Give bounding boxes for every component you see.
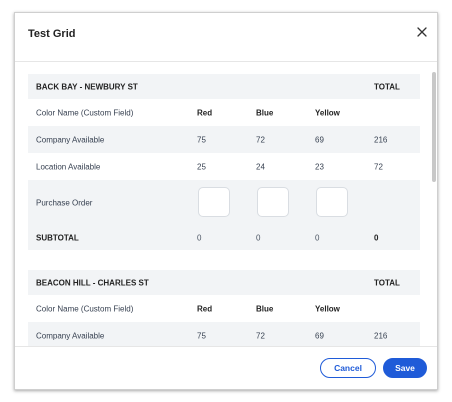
color-name-label: Color Name (Custom Field) <box>36 304 134 313</box>
modal-header: Test Grid <box>15 13 437 63</box>
subtotal-yellow-value: 0 <box>315 233 320 242</box>
company-total-value: 216 <box>374 135 388 144</box>
company-blue-value: 72 <box>256 135 265 144</box>
test-grid-modal: Test Grid BACK BAY - NEWBURY ST TOTAL Co… <box>14 12 438 390</box>
color-blue: Blue <box>256 108 274 117</box>
purchase-order-input-blue[interactable] <box>257 187 289 217</box>
subtotal-red-value: 0 <box>197 233 202 242</box>
company-available-label: Company Available <box>36 331 105 340</box>
color-blue: Blue <box>256 304 274 313</box>
company-available-row: Company Available 75 72 69 216 <box>28 322 420 346</box>
color-red: Red <box>197 108 213 117</box>
company-available-label: Company Available <box>36 135 105 144</box>
location-red-value: 25 <box>197 162 206 171</box>
purchase-order-label: Purchase Order <box>36 198 93 207</box>
subtotal-total-value: 0 <box>374 233 379 242</box>
color-name-row: Color Name (Custom Field) Red Blue Yello… <box>28 295 420 322</box>
location-total-value: 72 <box>374 162 383 171</box>
color-red: Red <box>197 304 213 313</box>
company-yellow-value: 69 <box>315 331 324 340</box>
modal-title: Test Grid <box>28 28 76 40</box>
color-name-row: Color Name (Custom Field) Red Blue Yello… <box>28 99 420 126</box>
purchase-order-input-red[interactable] <box>198 187 230 217</box>
subtotal-row: SUBTOTAL 0 0 0 0 <box>28 225 420 250</box>
location-available-label: Location Available <box>36 162 101 171</box>
subtotal-blue-value: 0 <box>256 233 261 242</box>
location-name: BEACON HILL - CHARLES ST <box>36 278 149 287</box>
save-button[interactable]: Save <box>383 358 427 378</box>
location-blue-value: 24 <box>256 162 265 171</box>
section-header-row: BEACON HILL - CHARLES ST TOTAL <box>28 270 420 295</box>
location-yellow-value: 23 <box>315 162 324 171</box>
location-name: BACK BAY - NEWBURY ST <box>36 82 138 91</box>
company-red-value: 75 <box>197 331 206 340</box>
company-available-row: Company Available 75 72 69 216 <box>28 126 420 153</box>
color-name-label: Color Name (Custom Field) <box>36 108 134 117</box>
company-yellow-value: 69 <box>315 135 324 144</box>
company-blue-value: 72 <box>256 331 265 340</box>
modal-body: BACK BAY - NEWBURY ST TOTAL Color Name (… <box>15 62 437 346</box>
cancel-button[interactable]: Cancel <box>320 358 376 378</box>
color-yellow: Yellow <box>315 108 340 117</box>
close-icon[interactable] <box>413 23 431 41</box>
purchase-order-row: Purchase Order <box>28 180 420 225</box>
footer-divider <box>15 346 437 347</box>
total-header: TOTAL <box>374 82 400 91</box>
purchase-order-input-yellow[interactable] <box>316 187 348 217</box>
section-header-row: BACK BAY - NEWBURY ST TOTAL <box>28 74 420 99</box>
total-header: TOTAL <box>374 278 400 287</box>
location-available-row: Location Available 25 24 23 72 <box>28 153 420 180</box>
header-divider <box>15 61 437 62</box>
scrollbar-thumb[interactable] <box>432 72 436 182</box>
company-total-value: 216 <box>374 331 388 340</box>
subtotal-label: SUBTOTAL <box>36 233 79 242</box>
color-yellow: Yellow <box>315 304 340 313</box>
company-red-value: 75 <box>197 135 206 144</box>
